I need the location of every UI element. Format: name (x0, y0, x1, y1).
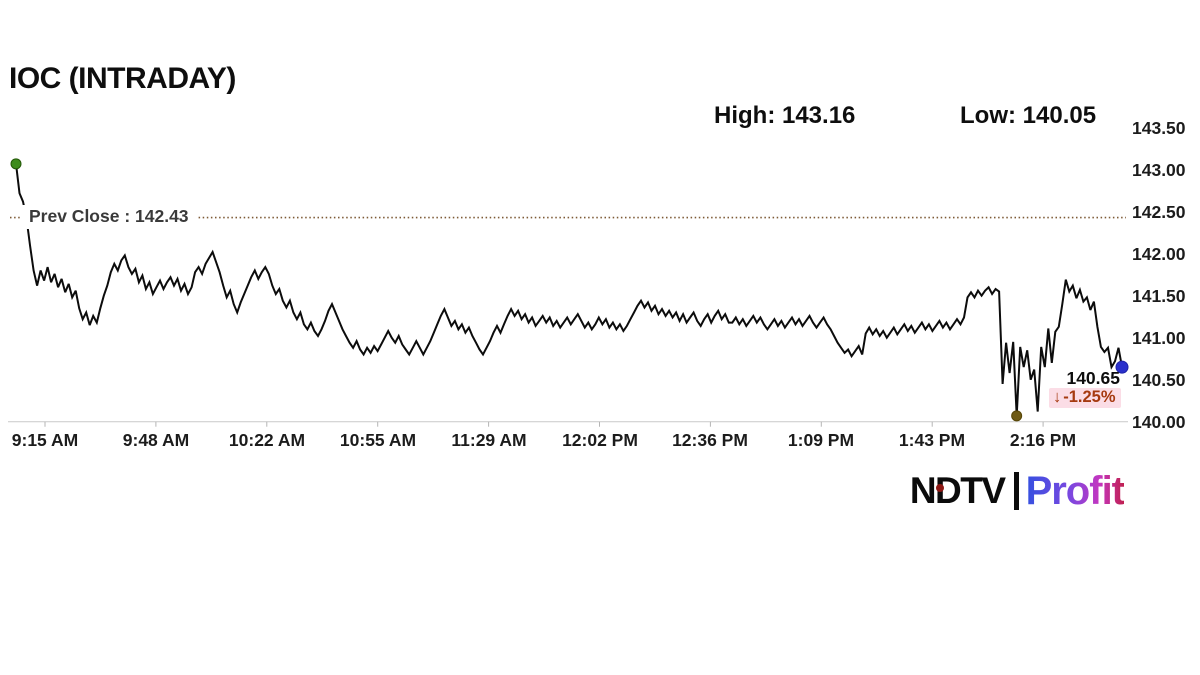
x-tick-label: 10:22 AM (228, 430, 306, 450)
price-line (15, 163, 1123, 416)
x-tick-label: 9:15 AM (11, 430, 79, 450)
x-tick-label: 12:02 PM (562, 430, 638, 450)
y-tick-label: 141.50 (1132, 286, 1186, 306)
y-tick-label: 143.50 (1132, 118, 1186, 138)
down-arrow-icon: ↓ (1053, 388, 1062, 406)
y-tick-label: 140.50 (1132, 370, 1186, 390)
change-badge: ↓ -1.25% (1049, 388, 1121, 408)
last-price-dot (1115, 360, 1129, 374)
ndtv-profit-logo: NDTV Profit (909, 467, 1125, 515)
y-tick-label: 143.00 (1132, 160, 1186, 180)
x-tick-label: 11:29 AM (451, 430, 527, 450)
y-tick-label: 141.00 (1132, 328, 1186, 348)
x-tick-label: 9:48 AM (122, 430, 190, 450)
y-tick-label: 142.00 (1132, 244, 1186, 264)
change-percent-label: -1.25% (1063, 388, 1116, 406)
x-tick-label: 2:16 PM (1009, 430, 1077, 450)
profit-logo-text: Profit (1025, 469, 1125, 513)
x-tick-label: 1:43 PM (898, 430, 966, 450)
ndtv-logo-word: NDTV (909, 470, 1006, 511)
open-price-dot (10, 158, 22, 170)
y-tick-label: 142.50 (1132, 202, 1186, 222)
chart-title: IOC (INTRADAY) (9, 62, 236, 95)
day-high-label: High: 143.16 (714, 102, 856, 129)
last-price-label: 140.65 (1066, 368, 1120, 388)
day-low-dot (1011, 410, 1023, 422)
x-tick-label: 1:09 PM (787, 430, 855, 450)
x-tick-label: 10:55 AM (339, 430, 417, 450)
prev-close-label: Prev Close : 142.43 (20, 205, 198, 229)
ndtv-logo-text: NDTV (909, 467, 1006, 515)
x-tick-label: 12:36 PM (672, 430, 748, 450)
day-low-label: Low: 140.05 (960, 102, 1097, 129)
y-tick-label: 140.00 (1132, 412, 1186, 432)
logo-separator-bar (1013, 472, 1019, 510)
ndtv-red-dot-icon (935, 484, 944, 492)
